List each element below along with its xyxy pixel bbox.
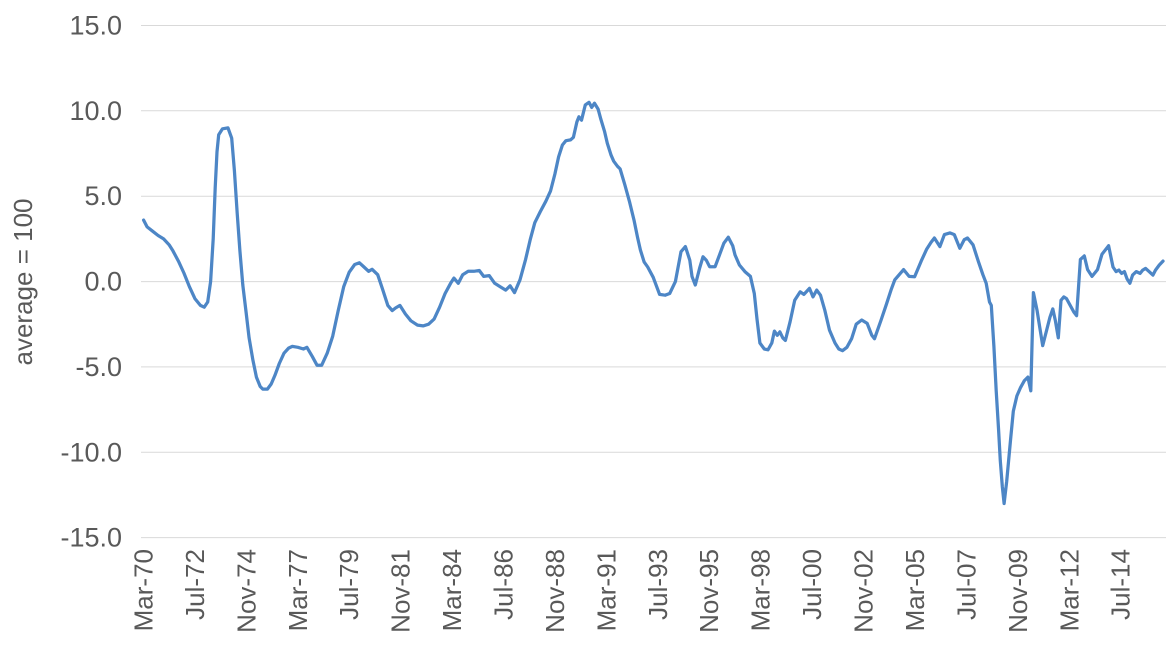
x-tick-label: Jul-07 bbox=[951, 549, 981, 620]
x-tick-label: Mar-05 bbox=[900, 549, 930, 631]
indicator-line bbox=[141, 100, 1165, 506]
x-tick-label: Mar-84 bbox=[437, 549, 467, 631]
x-tick-label: Jul-79 bbox=[334, 549, 364, 620]
y-tick-label: 0.0 bbox=[84, 267, 122, 297]
x-tick-label: Mar-70 bbox=[129, 549, 159, 631]
y-tick-label: 10.0 bbox=[69, 96, 122, 126]
y-tick-label: -10.0 bbox=[60, 437, 122, 467]
x-tick-label: Nov-09 bbox=[1003, 549, 1033, 633]
x-tick-label: Mar-77 bbox=[283, 549, 313, 631]
x-tick-label: Jul-14 bbox=[1106, 549, 1136, 620]
y-tick-label: -15.0 bbox=[60, 523, 122, 553]
x-tick-label: Nov-81 bbox=[386, 549, 416, 633]
x-tick-label: Jul-72 bbox=[180, 549, 210, 620]
y-tick-label: 5.0 bbox=[84, 181, 122, 211]
x-tick-label: Nov-02 bbox=[849, 549, 879, 633]
x-tick-label: Jul-93 bbox=[643, 549, 673, 620]
y-tick-label: -5.0 bbox=[75, 352, 122, 382]
x-tick-label: Mar-98 bbox=[746, 549, 776, 631]
x-tick-label: Jul-00 bbox=[797, 549, 827, 620]
x-tick-label: Nov-88 bbox=[540, 549, 570, 633]
x-tick-label: Nov-74 bbox=[231, 549, 261, 633]
x-tick-label: Nov-95 bbox=[694, 549, 724, 633]
x-tick-label: Jul-86 bbox=[489, 549, 519, 620]
x-tick-label: Mar-91 bbox=[591, 549, 621, 631]
x-tick-label: Mar-12 bbox=[1054, 549, 1084, 631]
y-tick-label: 15.0 bbox=[69, 11, 122, 41]
